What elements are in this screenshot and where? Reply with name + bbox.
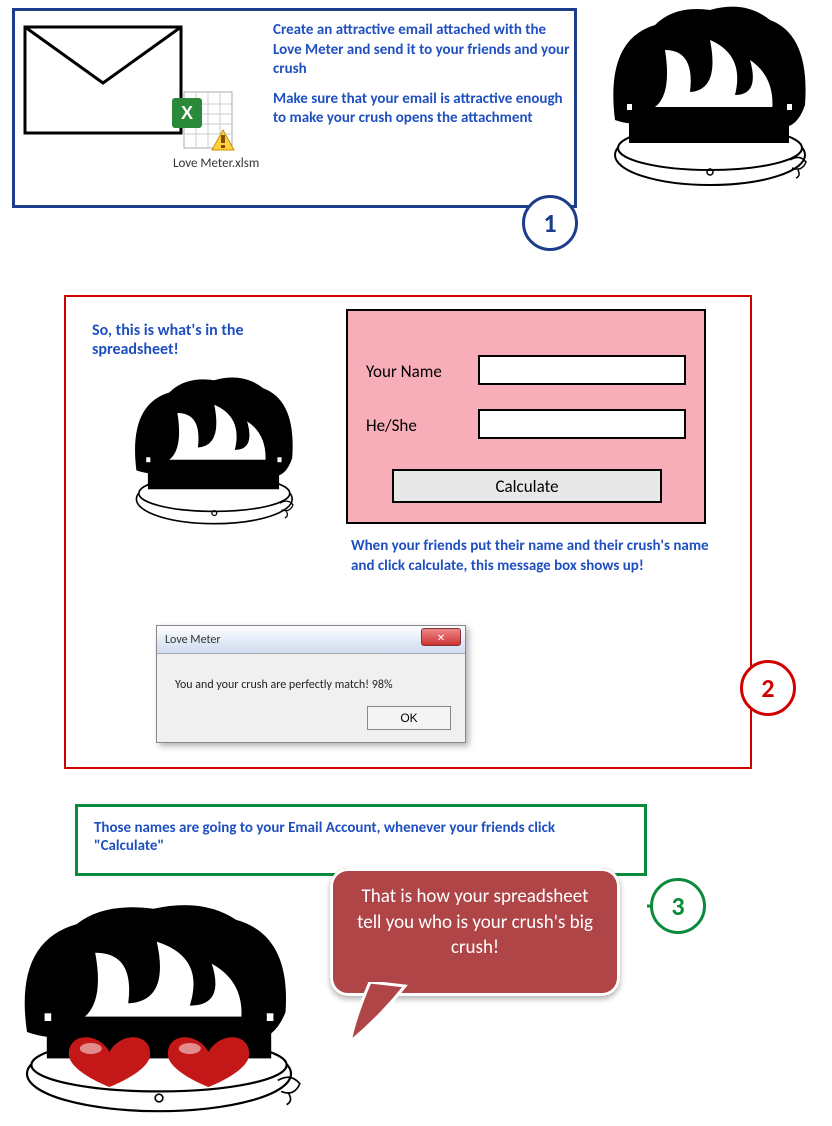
step-3-number: 3	[650, 878, 706, 934]
message-box: Love Meter ✕ You and your crush are perf…	[156, 625, 466, 743]
dialog-titlebar: Love Meter ✕	[157, 626, 465, 654]
love-meter-form: Your Name He/She Calculate	[346, 309, 706, 524]
your-name-input[interactable]	[478, 355, 686, 385]
step-2-number: 2	[740, 660, 796, 716]
dialog-message: You and your crush are perfectly match! …	[157, 654, 465, 706]
step-3-panel: Those names are going to your Email Acco…	[75, 804, 647, 876]
your-name-label: Your Name	[366, 361, 442, 382]
speech-bubble: That is how your spreadsheet tell you wh…	[330, 868, 620, 996]
heshe-input[interactable]	[478, 409, 686, 439]
step-2-after: When your friends put their name and the…	[351, 537, 721, 576]
character-hearts-icon	[5, 900, 335, 1126]
excel-file-icon: X	[170, 86, 240, 161]
character-icon	[595, 0, 820, 195]
step-1-panel: X Love Meter.xlsm Create an attractive e…	[12, 8, 577, 208]
dialog-title: Love Meter	[165, 633, 221, 647]
envelope-icon	[23, 25, 183, 135]
step-3-text: Those names are going to your Email Acco…	[94, 819, 555, 855]
close-icon[interactable]: ✕	[421, 628, 461, 646]
heshe-label: He/She	[366, 415, 417, 436]
step-2-intro: So, this is what's in the spreadsheet!	[92, 321, 292, 359]
character-icon	[120, 372, 305, 532]
file-caption: Love Meter.xlsm	[173, 156, 259, 171]
svg-text:X: X	[181, 103, 193, 123]
step-2-panel: So, this is what's in the spreadsheet! Y…	[64, 295, 752, 769]
step-1-number: 1	[522, 195, 578, 251]
step-1-p2: Make sure that your email is attractive …	[273, 90, 573, 129]
dialog-footer: OK	[157, 706, 465, 742]
calculate-button[interactable]: Calculate	[392, 469, 662, 503]
ok-button[interactable]: OK	[367, 706, 451, 730]
step-1-p1: Create an attractive email attached with…	[273, 21, 573, 80]
step-1-text: Create an attractive email attached with…	[273, 21, 573, 139]
